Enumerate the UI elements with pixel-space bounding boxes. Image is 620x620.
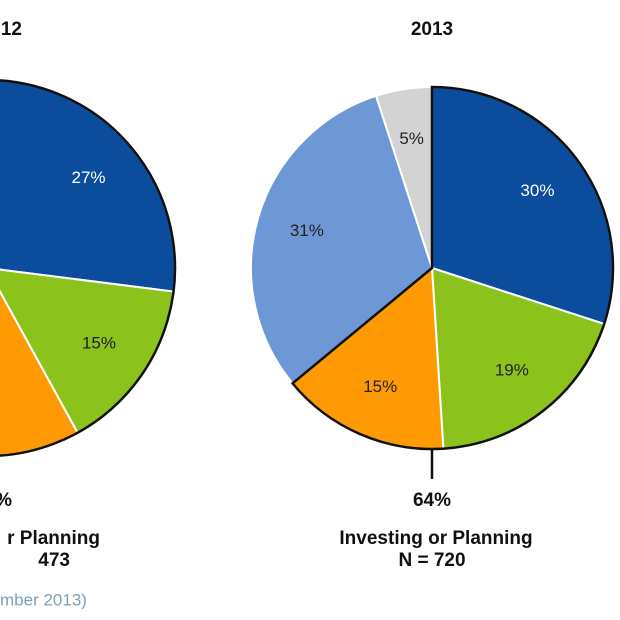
- group-caption: Investing or Planning: [339, 528, 532, 549]
- group-label: %: [0, 490, 12, 511]
- slice-label: 27%: [72, 168, 106, 187]
- group-outline: [290, 85, 615, 451]
- footnote: mber 2013): [0, 590, 87, 609]
- group-label: 64%: [413, 490, 451, 511]
- group-n: 473: [38, 550, 70, 571]
- slice-label: 30%: [520, 181, 554, 200]
- slice-label: 31%: [290, 221, 324, 240]
- group-n: N = 720: [398, 550, 465, 571]
- slice-label: 19%: [495, 360, 529, 379]
- slice-label: 15%: [82, 334, 116, 353]
- group-caption: r Planning: [7, 528, 100, 549]
- pie-title: 2013: [411, 19, 453, 40]
- group-outline: [0, 79, 177, 457]
- pie-title: 12: [1, 19, 22, 40]
- slice-label: 15%: [363, 377, 397, 396]
- pie-slice: [250, 94, 434, 385]
- slice-label: 5%: [399, 129, 424, 148]
